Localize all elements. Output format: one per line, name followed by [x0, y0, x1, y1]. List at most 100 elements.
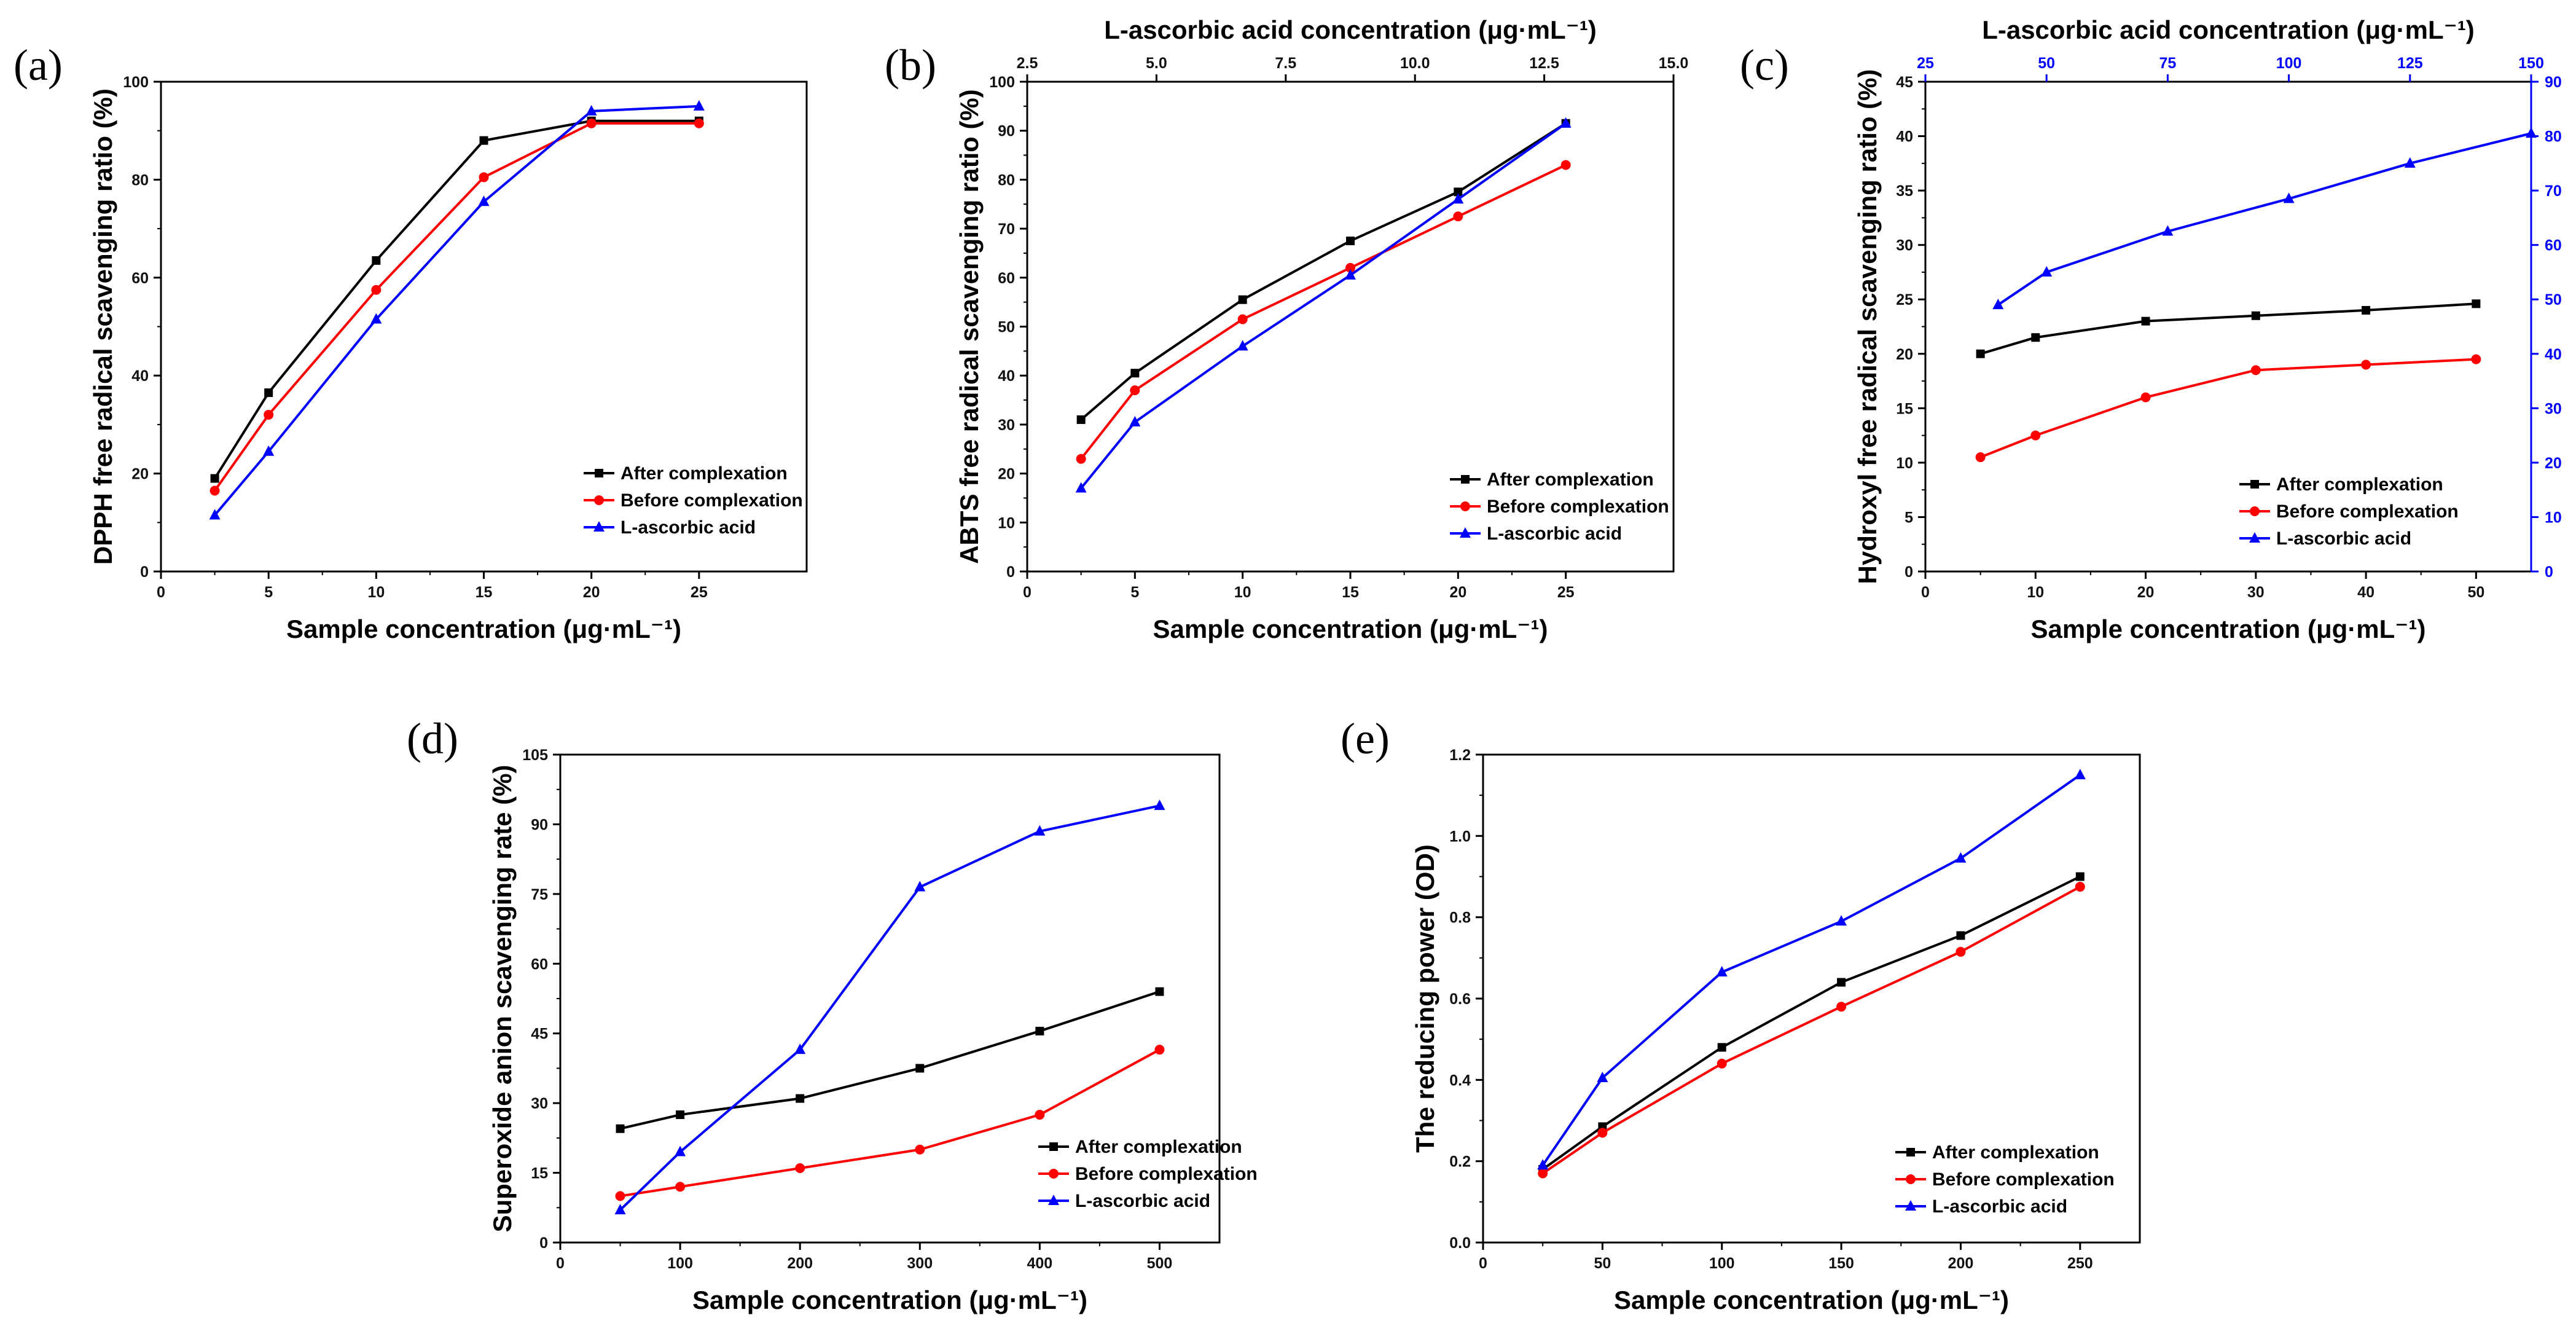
y-axis-title: The reducing power (OD) [1411, 844, 1439, 1153]
y-tick-label: 30 [531, 1095, 548, 1112]
data-point [2362, 305, 2371, 315]
y-tick-label: 25 [1896, 291, 1913, 308]
x-tick-label: 500 [1147, 1255, 1173, 1272]
data-point [1076, 415, 1086, 424]
series-l-ascorbic-acid [209, 100, 705, 520]
panel-d: (d) 0 100 200 300 400 500 0 15 30 45 60 75 90 105 Sampl… [407, 714, 1258, 1314]
data-point [2140, 392, 2151, 402]
x-axis-title: Sample concentration (μg·mL⁻¹) [286, 615, 681, 643]
series-line [213, 122, 699, 492]
data-point [616, 1124, 625, 1133]
legend-marker [1048, 1195, 1059, 1205]
y-tick-label: 0.0 [1449, 1235, 1471, 1252]
y-tick-label: 0 [1905, 563, 1913, 581]
data-point [694, 118, 704, 128]
data-point [2141, 316, 2150, 326]
panel-label: (d) [407, 714, 458, 763]
x-tick-label: 25 [1557, 584, 1575, 601]
y-tick-label: 0.8 [1449, 909, 1471, 927]
top-x-axis-title: L-ascorbic acid concentration (μg·mL⁻¹) [1104, 15, 1597, 44]
x-tick-label: 15 [476, 584, 493, 601]
x-tick-label: 25 [691, 584, 708, 601]
data-point [479, 136, 488, 145]
x-tick-label: 0 [556, 1255, 565, 1272]
series-line [1997, 132, 2532, 306]
data-point [1597, 1072, 1608, 1083]
x-tick-label: 20 [2137, 584, 2155, 601]
legend: After complexation Before complexation L-a… [2239, 474, 2459, 549]
top-x-tick-label: 75 [2159, 55, 2176, 72]
legend: After complexation Before complexation L-a… [584, 463, 803, 538]
y-tick-label: 10 [998, 514, 1015, 532]
x-tick-label: 5 [1130, 584, 1139, 601]
panel-label: (a) [14, 41, 63, 90]
x-tick-label: 0 [1921, 584, 1930, 601]
x-axis-title: Sample concentration (μg·mL⁻¹) [692, 1286, 1087, 1314]
legend-entry: Before complexation [1932, 1169, 2115, 1190]
y-axis-title: ABTS free radical scavenging ratio (%) [955, 89, 984, 564]
data-point [1560, 117, 1572, 128]
data-point [1716, 965, 1728, 976]
y-tick-label: 1.0 [1449, 828, 1471, 845]
data-point [1155, 987, 1164, 996]
data-point [2162, 225, 2174, 236]
data-point [372, 256, 381, 265]
data-point [264, 388, 273, 398]
panel-label: (b) [885, 41, 936, 90]
legend-entry: After complexation [2276, 474, 2443, 495]
data-point [2250, 365, 2261, 375]
y-tick-label: 0.4 [1449, 1072, 1471, 1089]
data-point [1237, 314, 1248, 324]
legend-entry: Before complexation [1075, 1164, 1258, 1184]
y-tick-label: 35 [1896, 183, 1913, 200]
right-y-tick-label: 70 [2545, 183, 2562, 200]
x-tick-label: 400 [1027, 1255, 1053, 1272]
data-point [1452, 193, 1464, 204]
data-point [1345, 262, 1355, 273]
y-tick-label: 40 [1896, 128, 1913, 146]
legend: After complexation Before complexation L-a… [1038, 1137, 1258, 1211]
x-axis-title: Sample concentration (μg·mL⁻¹) [2031, 615, 2426, 643]
x-tick-label: 20 [583, 584, 600, 601]
y-tick-label: 100 [123, 74, 149, 91]
series-line [1541, 774, 2081, 1166]
y-axis-title: DPPH free radical scavenging ratio (%) [88, 88, 117, 565]
y-tick-label: 0 [539, 1235, 548, 1252]
y-tick-label: 60 [531, 956, 548, 973]
series-line [1080, 163, 1567, 460]
legend: After complexation Before complexation L-a… [1450, 469, 1669, 544]
series-before-complexation [1076, 160, 1571, 464]
data-point [2074, 769, 2086, 780]
legend-marker [593, 521, 605, 532]
data-point [1454, 187, 1463, 197]
data-point [1154, 1045, 1165, 1055]
legend-entry: After complexation [1487, 469, 1654, 490]
data-point [1836, 1002, 1847, 1012]
data-point [1597, 1128, 1608, 1138]
data-point [2041, 265, 2053, 277]
right-y-tick-label: 30 [2545, 400, 2562, 417]
data-point [1238, 295, 1247, 304]
y-tick-label: 30 [1896, 237, 1913, 254]
data-point [1130, 369, 1140, 378]
data-point [264, 409, 274, 420]
panel-label: (c) [1740, 41, 1789, 90]
data-point [1237, 340, 1248, 351]
x-tick-label: 10 [367, 584, 385, 601]
data-point [371, 285, 382, 295]
legend: After complexation Before complexation L-a… [1895, 1142, 2115, 1217]
x-tick-label: 30 [2247, 584, 2265, 601]
legend-entry: L-ascorbic acid [1932, 1196, 2067, 1217]
data-point [586, 118, 597, 128]
x-tick-label: 50 [2467, 584, 2484, 601]
right-y-tick-label: 90 [2545, 74, 2562, 91]
y-tick-label: 90 [531, 816, 548, 833]
y-tick-label: 60 [998, 270, 1015, 287]
y-tick-label: 15 [1896, 400, 1913, 417]
y-tick-label: 0.2 [1449, 1153, 1471, 1171]
y-tick-label: 20 [998, 466, 1015, 483]
data-point [209, 509, 221, 520]
data-point [1035, 1026, 1044, 1035]
data-point [2075, 882, 2085, 892]
